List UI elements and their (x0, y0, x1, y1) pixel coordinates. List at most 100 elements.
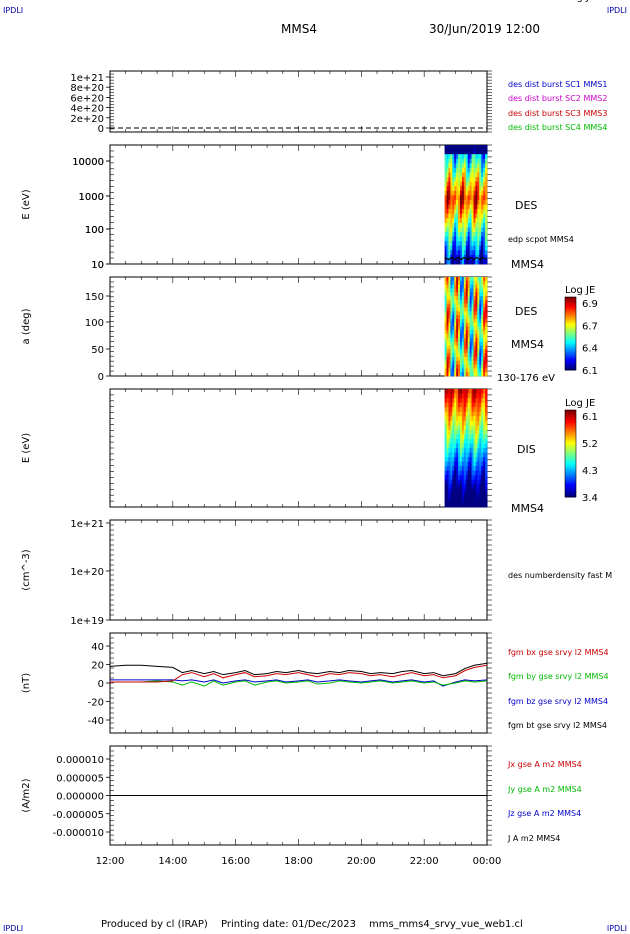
heatmap-cell (479, 296, 482, 301)
heatmap-cell (471, 154, 474, 160)
heatmap-cell (471, 158, 474, 164)
heatmap-cell (463, 186, 467, 192)
heatmap-cell (485, 411, 488, 417)
heatmap-cell (446, 364, 449, 369)
heatmap-cell (467, 448, 471, 453)
heatmap-cell (483, 241, 486, 247)
heatmap-cell (481, 177, 484, 183)
heatmap-cell (471, 360, 474, 365)
heatmap-cell (479, 438, 482, 444)
heatmap-cell (456, 195, 459, 201)
heatmap-cell (465, 475, 469, 481)
heatmap-cell (460, 398, 463, 404)
heatmap-cell (477, 145, 480, 150)
heatmap-cell (458, 204, 461, 210)
heatmap-cell (475, 372, 478, 377)
heatmap-cell (475, 288, 478, 293)
heatmap-cell (467, 245, 471, 251)
heatmap-cell (460, 163, 463, 169)
heatmap-cell (460, 479, 463, 485)
heatmap-cell (456, 461, 459, 467)
heatmap-cell (481, 167, 484, 173)
heatmap-cell (452, 372, 455, 377)
heatmap-cell (479, 254, 482, 260)
heatmap-cell (473, 190, 476, 196)
heatmap-cell (463, 389, 467, 394)
heatmap-cell (473, 322, 476, 327)
series-line (110, 679, 488, 687)
heatmap-cell (481, 186, 484, 192)
heatmap-cell (448, 326, 451, 331)
heatmap-cell (479, 311, 482, 316)
heatmap-cell (481, 411, 484, 417)
heatmap-cell (479, 181, 482, 187)
heatmap-cell (483, 389, 486, 394)
heatmap-cell (473, 389, 476, 394)
heatmap-cell (456, 393, 459, 399)
heatmap-cell (452, 389, 455, 394)
heatmap-cell (461, 186, 465, 192)
heatmap-cell (477, 231, 480, 237)
heatmap-cell (450, 368, 453, 373)
y-axis-label: E (eV) (21, 433, 32, 463)
heatmap-cell (479, 402, 482, 408)
heatmap-cell (471, 452, 474, 458)
heatmap-cell (485, 337, 488, 343)
heatmap-cell (471, 337, 474, 343)
heatmap-cell (465, 470, 469, 476)
heatmap-cell (483, 231, 486, 237)
heatmap-cell (444, 254, 447, 260)
heatmap-cell (463, 307, 467, 312)
heatmap-cell (471, 341, 474, 346)
heatmap-cell (485, 425, 488, 431)
heatmap-cell (481, 420, 484, 426)
heatmap-cell (467, 145, 471, 150)
heatmap-cell (446, 488, 449, 494)
heatmap-cell (450, 322, 453, 327)
heatmap-cell (452, 334, 455, 339)
heatmap-cell (475, 488, 478, 494)
heatmap-cell (444, 330, 447, 335)
heatmap-cell (481, 475, 484, 481)
heatmap-cell (467, 411, 471, 417)
colorbar-cell (565, 317, 576, 320)
heatmap-cell (460, 457, 463, 463)
heatmap-cell (481, 213, 484, 219)
heatmap-cell (465, 303, 469, 308)
heatmap-cell (469, 181, 472, 187)
heatmap-cell (444, 280, 447, 286)
colorbar-cell (565, 328, 576, 331)
heatmap-cell (452, 280, 455, 286)
heatmap-cell (481, 466, 484, 472)
heatmap-cell (477, 497, 480, 503)
heatmap-cell (469, 195, 472, 201)
heatmap-cell (458, 425, 461, 431)
heatmap-cell (463, 407, 467, 413)
heatmap-cell (450, 315, 453, 320)
heatmap-cell (481, 303, 484, 308)
heatmap-cell (481, 448, 484, 453)
heatmap-cell (475, 149, 478, 155)
heatmap-cell (444, 307, 447, 312)
heatmap-cell (454, 443, 457, 449)
heatmap-cell (452, 425, 455, 431)
instrument-label: DES (515, 305, 537, 318)
heatmap-cell (473, 353, 476, 358)
heatmap-cell (481, 360, 484, 365)
colorbar-cell (565, 425, 576, 428)
heatmap-cell (456, 484, 459, 490)
heatmap-cell (450, 326, 453, 331)
heatmap-cell (448, 299, 451, 305)
heatmap-cell (444, 389, 447, 394)
heatmap-cell (458, 241, 461, 247)
heatmap-cell (444, 484, 447, 490)
heatmap-cell (446, 199, 449, 205)
heatmap-cell (475, 280, 478, 286)
heatmap-cell (473, 199, 476, 205)
heatmap-cell (481, 393, 484, 399)
heatmap-cell (475, 461, 478, 467)
heatmap-cell (473, 195, 476, 201)
heatmap-cell (454, 407, 457, 413)
heatmap-cell (454, 368, 457, 373)
heatmap-cell (483, 484, 486, 490)
